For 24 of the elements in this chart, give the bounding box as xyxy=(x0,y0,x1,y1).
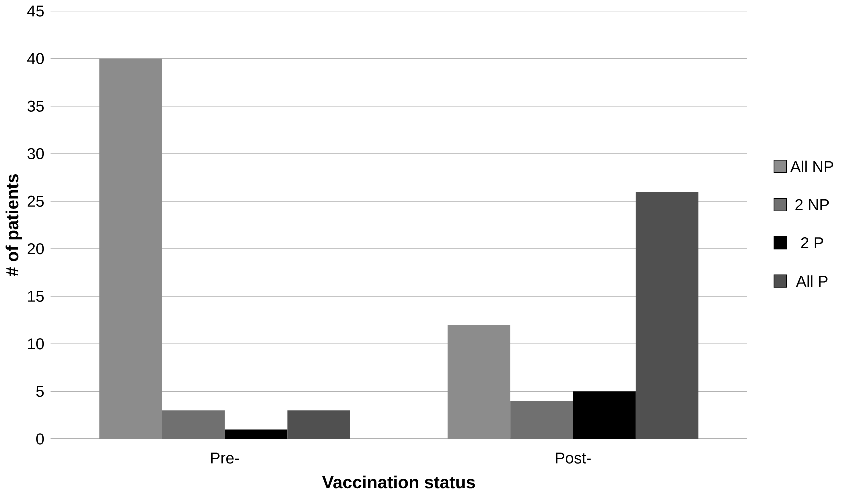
bar xyxy=(636,192,699,440)
bar xyxy=(100,59,162,440)
bar xyxy=(288,410,350,440)
y-axis-title: # of patients xyxy=(6,174,22,277)
legend-label: All P xyxy=(796,276,828,288)
y-tick-label: 40 xyxy=(28,54,44,65)
y-tick-label: 5 xyxy=(36,386,44,398)
legend-label: 2 NP xyxy=(796,200,830,211)
bar xyxy=(510,401,574,440)
y-tick-label: 0 xyxy=(36,434,44,446)
y-tick-label: 45 xyxy=(28,6,44,18)
x-axis-title: Vaccination status xyxy=(322,476,476,489)
x-tick-label: Post- xyxy=(556,453,591,464)
y-tick-label: 25 xyxy=(28,196,44,208)
y-tick-label: 15 xyxy=(28,291,44,302)
y-tick-label: 30 xyxy=(28,148,44,160)
x-tick-label: Pre- xyxy=(211,453,240,464)
y-tick-label: 20 xyxy=(28,244,44,255)
y-tick-label: 10 xyxy=(28,338,44,350)
bar xyxy=(448,325,511,440)
bar xyxy=(162,410,225,440)
legend-label: 2 P xyxy=(801,238,824,249)
legend-label: All NP xyxy=(790,161,834,173)
y-tick-label: 35 xyxy=(28,101,44,112)
